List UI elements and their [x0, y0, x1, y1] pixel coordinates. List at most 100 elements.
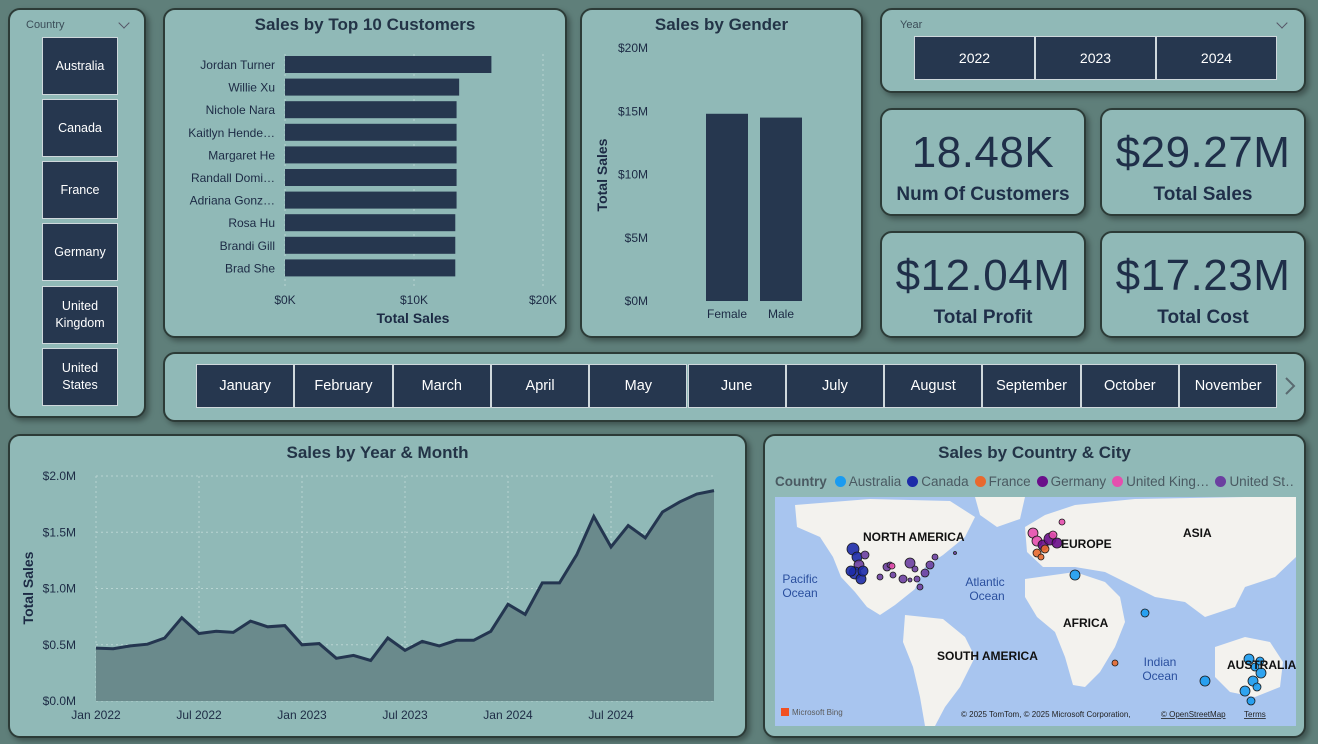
kpi-profit-card: $12.04M Total Profit: [880, 231, 1086, 338]
map-point[interactable]: [1051, 537, 1063, 549]
map-point[interactable]: [904, 557, 916, 569]
country-button-australia[interactable]: Australia: [42, 37, 118, 95]
map-point[interactable]: [1199, 675, 1211, 687]
map-point[interactable]: [1037, 553, 1045, 561]
top-customers-chart: Jordan Turner Willie Xu Nichole Nara Kaitly…: [188, 54, 557, 326]
australia-shape: [1215, 637, 1283, 697]
chevron-right-icon[interactable]: [1283, 376, 1297, 396]
customer-bar[interactable]: [285, 236, 456, 254]
legend-item-france[interactable]: France: [974, 474, 1031, 489]
month-button-june[interactable]: June: [687, 364, 786, 408]
month-button-april[interactable]: April: [490, 364, 590, 408]
map-point[interactable]: [920, 568, 930, 578]
legend-item-united-king[interactable]: United King…: [1112, 474, 1209, 489]
customer-bar[interactable]: [285, 169, 457, 186]
trend-ylabel: Total Sales: [20, 551, 36, 624]
map-point[interactable]: [907, 577, 913, 583]
gender-card: Sales by Gender $0M $5M $10M $15M $20M Femal…: [580, 8, 863, 338]
month-button-may[interactable]: May: [589, 364, 688, 408]
customer-bar[interactable]: [285, 56, 492, 73]
customer-bar[interactable]: [285, 191, 457, 209]
map-point[interactable]: [1255, 656, 1265, 666]
chevron-down-icon[interactable]: [118, 17, 130, 29]
map-point[interactable]: [1243, 653, 1255, 665]
map-point[interactable]: [1250, 662, 1260, 672]
kpi-cost-value: $17.23M: [1115, 251, 1291, 300]
map-point[interactable]: [1058, 518, 1066, 526]
customer-bar[interactable]: [285, 123, 457, 141]
map-point[interactable]: [1111, 659, 1119, 667]
map-point[interactable]: [925, 560, 935, 570]
gender-category-label: Male: [768, 307, 794, 321]
map-region-label: Ocean: [1142, 669, 1177, 683]
map-point[interactable]: [1069, 569, 1081, 581]
legend-label: United St…: [1229, 474, 1295, 489]
map-point[interactable]: [860, 550, 870, 560]
map-attribution: © 2025 TomTom, © 2025 Microsoft Corporat…: [961, 710, 1131, 719]
map-legend-title: Country: [775, 474, 827, 489]
map-canvas[interactable]: NORTH AMERICA EUROPE ASIA AFRICA SOUTH AMERI…: [775, 497, 1296, 726]
customer-bar[interactable]: [285, 259, 456, 277]
country-button-france[interactable]: France: [42, 161, 118, 219]
map-point[interactable]: [1048, 530, 1058, 540]
map-point[interactable]: [931, 553, 939, 561]
year-button-2023[interactable]: 2023: [1035, 36, 1156, 80]
map-region-label: Ocean: [782, 586, 817, 600]
month-button-february[interactable]: February: [294, 364, 393, 408]
month-button-march[interactable]: March: [392, 364, 491, 408]
map-point[interactable]: [1252, 682, 1262, 692]
legend-dot: [1215, 476, 1227, 487]
x-tick-label: Jan 2024: [483, 708, 533, 722]
map-point[interactable]: [1040, 544, 1050, 554]
country-button-united-kingdom[interactable]: United Kingdom: [42, 286, 118, 344]
customer-bar[interactable]: [285, 146, 457, 164]
osm-link[interactable]: © OpenStreetMap: [1161, 710, 1226, 719]
country-button-germany[interactable]: Germany: [42, 223, 118, 281]
month-button-october[interactable]: October: [1080, 364, 1179, 408]
map-point[interactable]: [916, 583, 924, 591]
map-point[interactable]: [1239, 685, 1251, 697]
map-point[interactable]: [911, 565, 919, 573]
legend-label: Germany: [1050, 474, 1107, 489]
customer-label: Willie Xu: [228, 81, 275, 95]
month-button-august[interactable]: August: [884, 364, 983, 408]
year-button-2022[interactable]: 2022: [914, 36, 1035, 80]
month-button-july[interactable]: July: [785, 364, 885, 408]
map-point[interactable]: [845, 565, 857, 577]
top-customers-xlabel: Total Sales: [377, 310, 450, 326]
map-point[interactable]: [888, 562, 896, 570]
country-button-canada[interactable]: Canada: [42, 99, 118, 157]
map-point[interactable]: [876, 573, 884, 581]
map-point[interactable]: [953, 551, 957, 555]
map-point[interactable]: [913, 575, 921, 583]
month-button-september[interactable]: September: [982, 364, 1081, 408]
kpi-profit-value: $12.04M: [895, 251, 1071, 300]
legend-item-australia[interactable]: Australia: [834, 474, 902, 489]
legend-item-united-st[interactable]: United St…: [1215, 474, 1295, 489]
map-region-label: Indian: [1144, 655, 1177, 669]
x-tick-label: Jul 2023: [382, 708, 428, 722]
north-america-shape: [795, 499, 975, 615]
map-point[interactable]: [1140, 608, 1150, 618]
map-point[interactable]: [898, 574, 908, 584]
customer-label: Kaitlyn Hende…: [188, 126, 275, 140]
customer-bar[interactable]: [285, 101, 457, 119]
kpi-cost-card: $17.23M Total Cost: [1100, 231, 1306, 338]
month-button-november[interactable]: November: [1179, 364, 1278, 408]
customer-bar[interactable]: [285, 214, 456, 232]
legend-item-germany[interactable]: Germany: [1036, 474, 1107, 489]
month-button-january[interactable]: January: [196, 364, 295, 408]
map-point[interactable]: [857, 565, 869, 577]
terms-link[interactable]: Terms: [1244, 710, 1266, 719]
country-button-united-states[interactable]: United States: [42, 348, 118, 406]
gender-bar-male[interactable]: [760, 117, 802, 301]
map-point[interactable]: [889, 571, 897, 579]
legend-label: Australia: [848, 474, 902, 489]
legend-item-canada[interactable]: Canada: [907, 474, 969, 489]
year-button-2024[interactable]: 2024: [1156, 36, 1277, 80]
gender-bar-female[interactable]: [706, 113, 748, 301]
map-point[interactable]: [1246, 696, 1256, 706]
map-point[interactable]: [1255, 667, 1267, 679]
chevron-down-icon[interactable]: [1276, 17, 1288, 29]
customer-bar[interactable]: [285, 78, 460, 96]
